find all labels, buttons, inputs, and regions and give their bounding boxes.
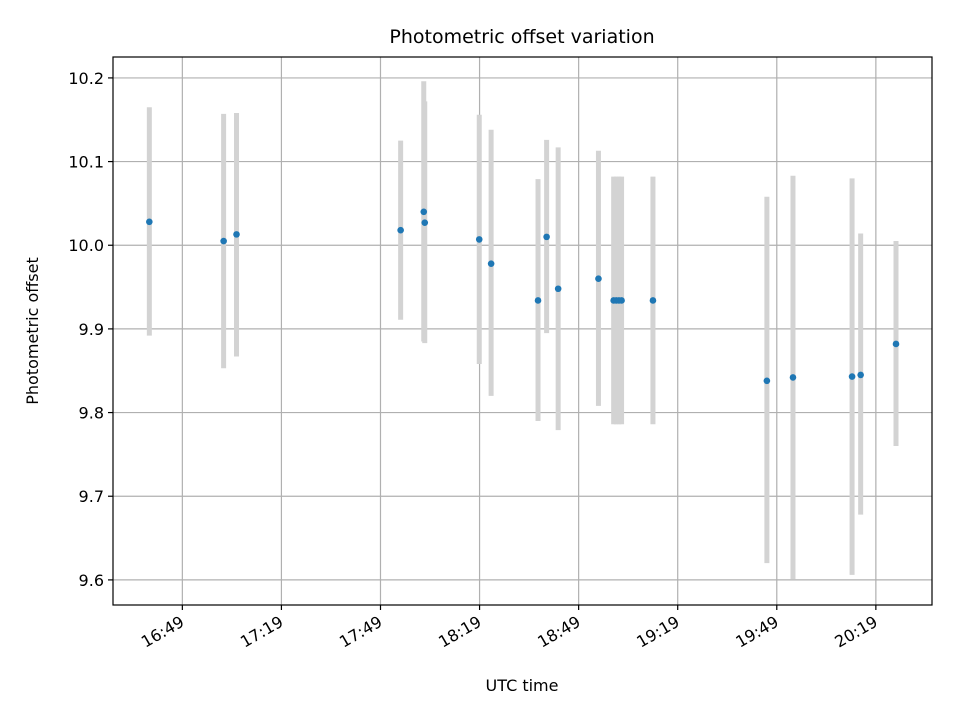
data-point	[595, 275, 602, 283]
y-tick-label: 9.8	[79, 404, 104, 423]
data-point	[848, 373, 856, 380]
data-point	[763, 377, 771, 385]
data-point	[892, 340, 900, 348]
chart-title: Photometric offset variation	[389, 26, 654, 48]
y-tick-label: 9.6	[79, 571, 104, 590]
y-tick-label: 10.1	[68, 153, 104, 172]
y-tick-label: 9.7	[79, 487, 104, 506]
y-tick-label: 9.9	[79, 320, 104, 339]
data-point	[649, 297, 657, 304]
data-point	[475, 236, 483, 243]
data-point	[534, 297, 542, 304]
y-tick-label: 10.0	[68, 236, 104, 255]
data-point	[543, 233, 550, 241]
plot-frame	[112, 56, 933, 606]
data-point	[421, 219, 429, 226]
data-points	[146, 208, 900, 385]
data-point	[397, 226, 404, 234]
data-point	[233, 231, 240, 238]
data-point	[146, 218, 153, 226]
data-point	[857, 371, 864, 379]
y-axis-ticks: 9.6 9.7 9.8 9.9 10.0 10.1 10.2	[68, 69, 113, 590]
data-point	[487, 260, 495, 267]
y-axis-title: Photometric offset	[23, 257, 42, 405]
data-point	[789, 374, 797, 381]
y-tick-label: 10.2	[68, 69, 104, 88]
data-point	[618, 297, 625, 304]
data-point	[220, 237, 227, 245]
data-point	[554, 285, 562, 293]
data-point	[420, 208, 428, 216]
x-axis-title: UTC time	[486, 676, 559, 695]
